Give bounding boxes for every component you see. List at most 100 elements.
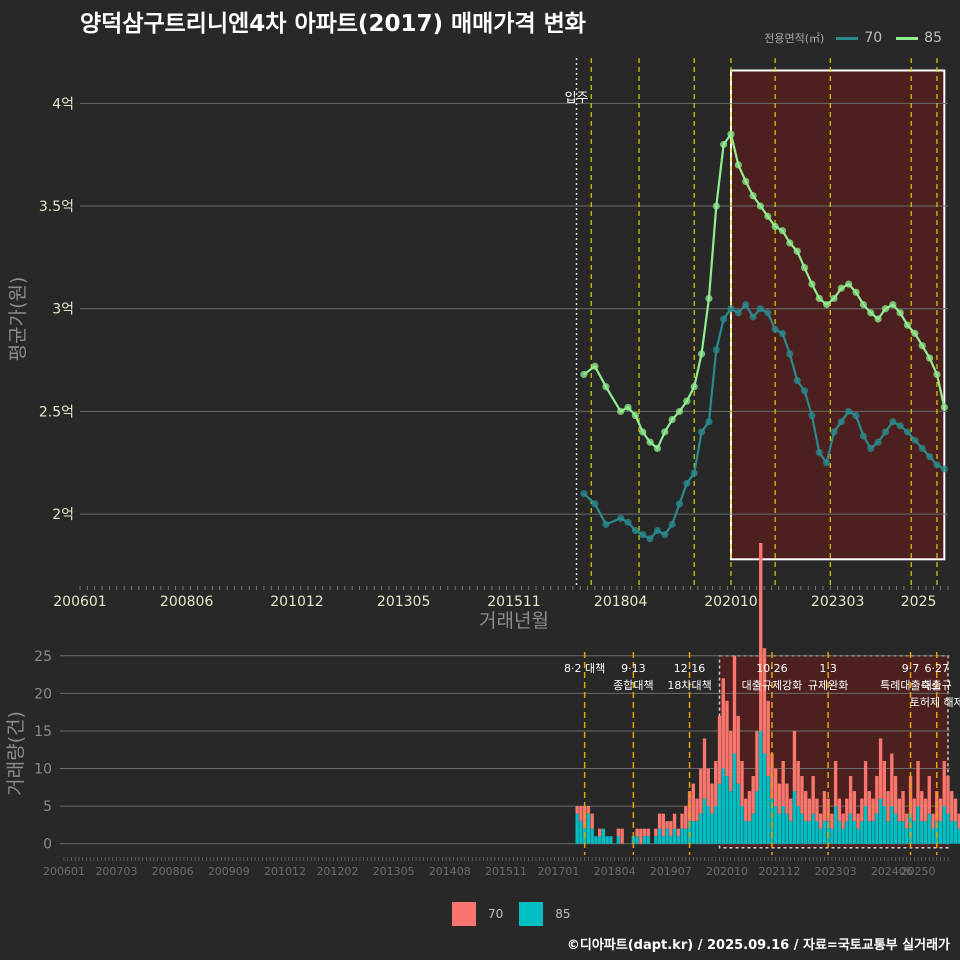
bottom-x-tick-label: 200601	[43, 865, 85, 878]
bar-85	[927, 813, 931, 844]
bar-85	[807, 821, 812, 844]
bar-70	[796, 761, 800, 807]
legend-box-85	[519, 902, 544, 926]
bar-70	[642, 828, 647, 837]
bar-70	[736, 715, 740, 784]
bar-85	[953, 821, 958, 844]
bar-70	[597, 828, 602, 837]
bar-85	[594, 836, 598, 844]
x-tick-label: 200601	[53, 594, 106, 610]
bar-70	[732, 655, 737, 754]
bar-70	[871, 798, 875, 822]
bar-70	[878, 738, 883, 799]
bar-70	[680, 813, 684, 829]
bar-70	[807, 798, 812, 822]
bar-70	[672, 813, 677, 829]
legend-label-70: 70	[864, 30, 883, 46]
bar-85	[796, 806, 800, 844]
bar-85	[845, 821, 849, 844]
bottom-x-tick-label: 201012	[264, 865, 306, 878]
bar-70	[912, 798, 916, 822]
bar-70	[665, 821, 669, 829]
bar-85	[908, 813, 913, 844]
bar-85	[837, 821, 842, 844]
bar-85	[815, 821, 819, 844]
bar-85	[657, 828, 662, 844]
x-tick-label: 201305	[377, 594, 430, 610]
bottom-y-tick-label: 25	[34, 649, 52, 665]
bar-85	[747, 821, 752, 844]
series-line-85	[583, 131, 946, 451]
bottom-x-tick-label: 202112	[758, 865, 800, 878]
bottom-x-tick-label: 201701	[537, 865, 579, 878]
bar-85	[605, 836, 609, 844]
bar-70	[837, 798, 842, 822]
bar-70	[657, 813, 662, 829]
y-tick-label: 4억	[52, 96, 74, 112]
bar-70	[661, 813, 666, 837]
bar-85	[710, 813, 714, 844]
bar-70	[717, 715, 722, 784]
bar-85	[770, 798, 774, 844]
bottom-y-tick-label: 0	[43, 837, 52, 853]
bar-70	[766, 700, 770, 777]
bar-70	[714, 761, 718, 807]
bottom-y-tick-label: 5	[43, 799, 52, 815]
bar-70	[676, 828, 680, 837]
policy-annotation: 규제완화	[808, 679, 848, 692]
bar-85	[920, 821, 924, 844]
bar-85	[691, 821, 695, 844]
bottom-x-tick-label: 200806	[152, 865, 194, 878]
bar-85	[672, 828, 677, 844]
bar-70	[586, 806, 591, 814]
bar-70	[646, 828, 651, 837]
bar-85	[729, 791, 733, 844]
bar-85	[759, 730, 763, 844]
bar-70	[938, 798, 943, 822]
bar-85	[886, 821, 890, 844]
bar-85	[740, 806, 744, 844]
policy-annotation: 종합대책	[613, 679, 653, 692]
bar-70	[852, 791, 857, 822]
bar-70	[702, 738, 707, 799]
bar-85	[946, 813, 950, 844]
bar-85	[781, 806, 785, 844]
bar-85	[882, 806, 887, 844]
move-in-label: 입주	[565, 91, 589, 106]
bar-85	[721, 768, 725, 844]
bar-70	[897, 798, 901, 822]
legend-title: 전용면적(㎡)	[764, 32, 825, 45]
bar-70	[721, 678, 725, 769]
bar-85	[848, 813, 853, 844]
bar-85	[875, 813, 879, 844]
bar-70	[890, 753, 894, 807]
bar-70	[863, 761, 868, 807]
bar-85	[830, 828, 834, 844]
bar-70	[818, 813, 823, 829]
bar-70	[886, 791, 890, 822]
policy-annotation: 9·7	[902, 662, 920, 675]
bar-70	[635, 828, 639, 837]
bar-85	[893, 813, 898, 844]
bar-85	[695, 821, 699, 844]
bar-85	[890, 806, 894, 844]
bar-85	[597, 836, 602, 844]
bar-70	[620, 828, 624, 844]
bar-85	[957, 828, 960, 844]
y-tick-label: 3억	[52, 302, 74, 318]
bar-85	[646, 836, 651, 844]
bar-85	[931, 828, 935, 844]
bar-85	[725, 776, 729, 844]
bar-70	[751, 776, 755, 814]
legend-bottom-label-70: 70	[488, 907, 504, 921]
bar-70	[654, 828, 658, 837]
bar-70	[710, 783, 714, 814]
chart-title: 양덕삼구트리니엔4차 아파트(2017) 매매가격 변화	[80, 11, 586, 37]
bar-85	[699, 813, 703, 844]
bar-70	[950, 791, 954, 822]
x-tick-label: 201804	[594, 594, 648, 610]
bar-70	[706, 768, 710, 807]
x-tick-label: 201511	[487, 594, 540, 610]
bar-70	[803, 791, 808, 822]
